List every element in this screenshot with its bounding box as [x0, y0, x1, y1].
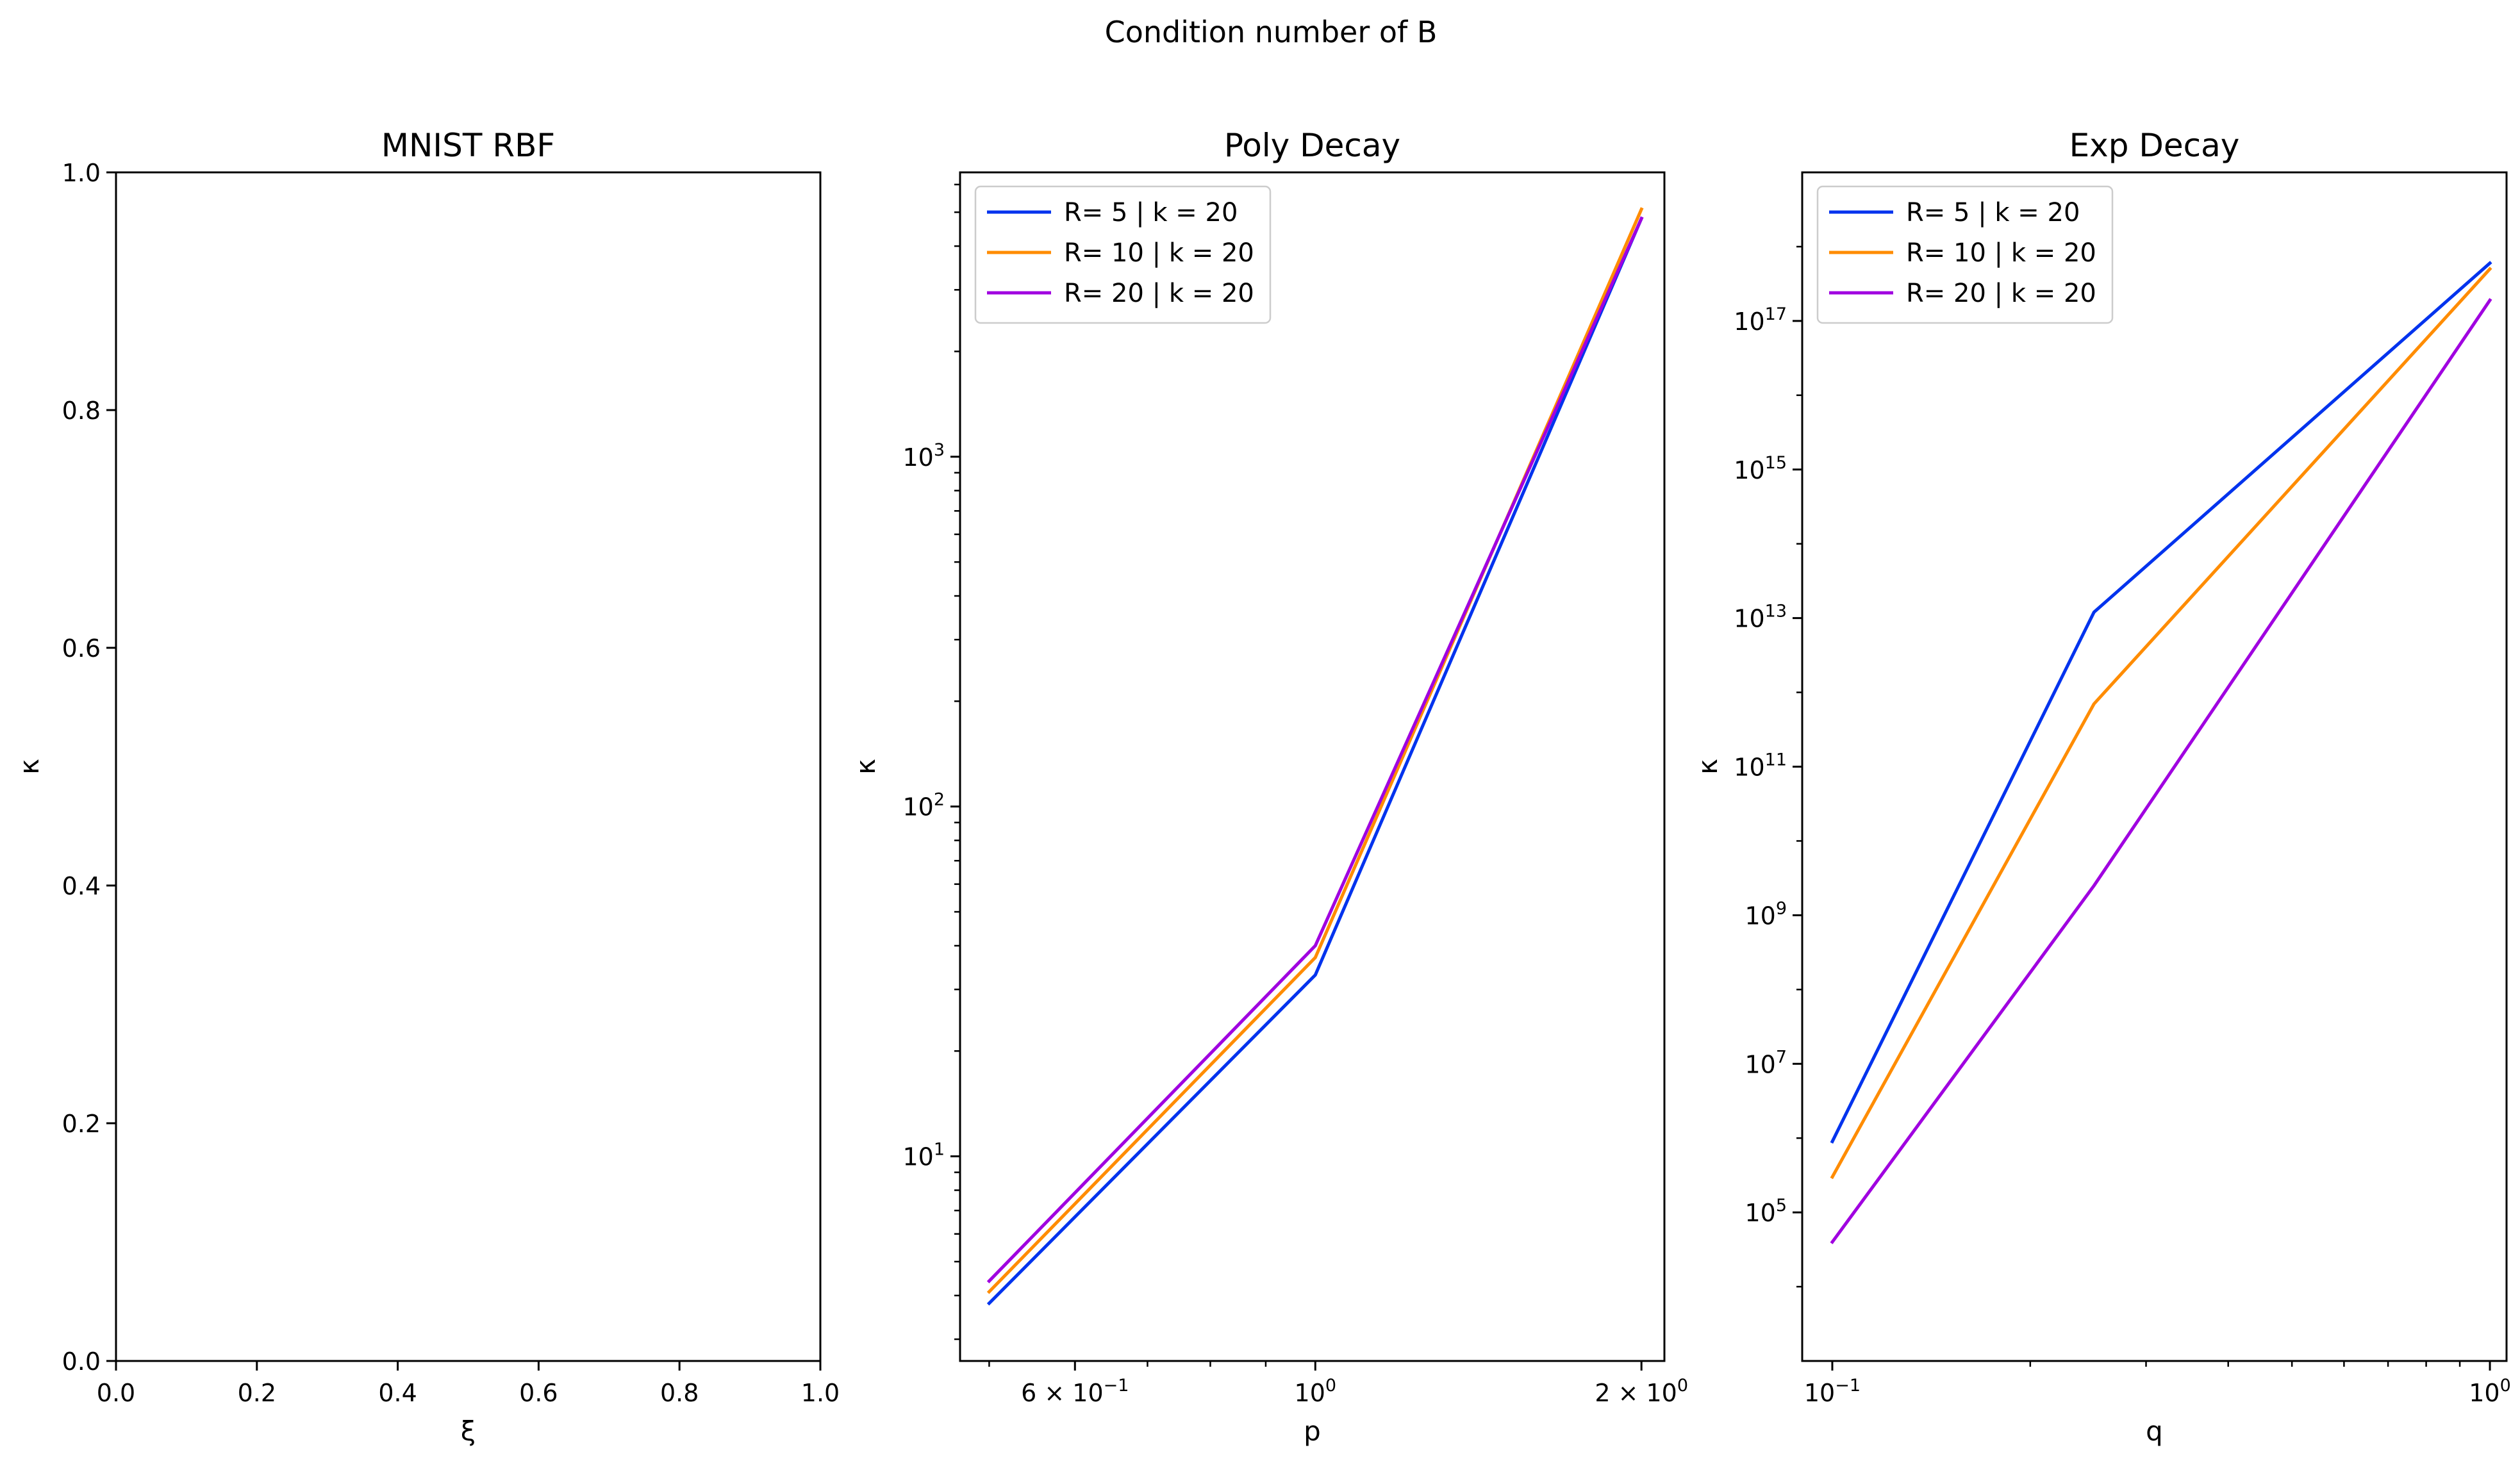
y-tick-label: 1.0: [62, 159, 101, 187]
panel-title: Poly Decay: [1224, 127, 1400, 164]
legend-entry: R= 5 | k = 20: [1064, 198, 1238, 227]
y-tick-label: 105: [1745, 1196, 1787, 1227]
y-tick-label: 0.8: [62, 397, 101, 425]
x-tick-label: 0.2: [238, 1379, 276, 1407]
x-tick-label: 0.6: [519, 1379, 558, 1407]
y-tick-label: 109: [1745, 898, 1787, 930]
y-tick-label: 0.0: [62, 1348, 101, 1376]
y-axis-label: κ: [1692, 759, 1723, 775]
x-axis-label: ξ: [461, 1415, 476, 1447]
legend-entry: R= 10 | k = 20: [1906, 238, 2096, 268]
legend: R= 5 | k = 20 R= 10 | k = 20 R= 20 | k = 2…: [974, 185, 1272, 324]
y-tick-label: 1015: [1734, 453, 1787, 484]
y-tick-label: 103: [902, 440, 945, 472]
y-axis-label: κ: [13, 759, 45, 775]
legend-entry: R= 20 | k = 20: [1064, 279, 1254, 308]
series-line-r-20-k-20: [986, 216, 1644, 1283]
x-tick-label: 0.8: [660, 1379, 699, 1407]
y-tick-label: 1017: [1734, 304, 1787, 336]
panel-title: MNIST RBF: [381, 127, 555, 164]
panel-mnist-rbf: 0.0 0.2 0.4 0.6 0.8 1.0 0.0 0.2 0.4 0.6 0.8 1.0 MNIS…: [13, 127, 840, 1447]
series-line-r-10-k-20: [1830, 267, 2492, 1180]
x-tick-label: 10−1: [1804, 1376, 1861, 1407]
y-tick-label: 107: [1745, 1047, 1787, 1078]
y-tick-label: 101: [902, 1140, 945, 1171]
series-line-r-5-k-20: [986, 216, 1644, 1306]
series-line-r-20-k-20: [1830, 298, 2492, 1244]
series-line-r-5-k-20: [1830, 261, 2492, 1144]
y-tick-label: 0.4: [62, 872, 101, 900]
legend-entry: R= 10 | k = 20: [1064, 238, 1254, 268]
y-tick-label: 1011: [1734, 750, 1787, 782]
y-tick-label: 0.2: [62, 1110, 101, 1138]
legend-entry: R= 20 | k = 20: [1906, 279, 2096, 308]
legend-box: [1816, 185, 2114, 324]
panel-title: Exp Decay: [2069, 127, 2240, 164]
legend-box: [974, 185, 1272, 324]
x-tick-label: 0.4: [378, 1379, 417, 1407]
y-tick-label: 1013: [1734, 602, 1787, 633]
y-tick-label: 102: [902, 790, 945, 821]
x-tick-label: 1.0: [801, 1379, 840, 1407]
axes-frame: [115, 171, 822, 1362]
x-tick-label: 6 × 10−1: [1021, 1376, 1129, 1407]
legend-entry: R= 5 | k = 20: [1906, 198, 2080, 227]
x-axis-label: p: [1304, 1415, 1321, 1447]
x-tick-label: 0.0: [97, 1379, 135, 1407]
figure-suptitle: Condition number of B: [1105, 15, 1438, 49]
legend: R= 5 | k = 20 R= 10 | k = 20 R= 20 | k = 2…: [1816, 185, 2114, 324]
y-tick-label: 0.6: [62, 634, 101, 663]
y-axis-label: κ: [850, 759, 881, 775]
x-tick-label: 2 × 100: [1595, 1376, 1688, 1407]
x-tick-label: 100: [1295, 1376, 1337, 1407]
x-tick-label: 100: [2469, 1376, 2511, 1407]
panel-exp-decay: 10−1 100 105 107 109 1011 1013 1015 1017 Exp Deca…: [1692, 127, 2511, 1447]
axes-frame: [959, 171, 1666, 1362]
panel-poly-decay: 6 × 10−1 100 2 × 100 101 102 103 Poly Decay p κ R…: [850, 127, 1688, 1447]
x-axis-label: q: [2146, 1415, 2163, 1447]
